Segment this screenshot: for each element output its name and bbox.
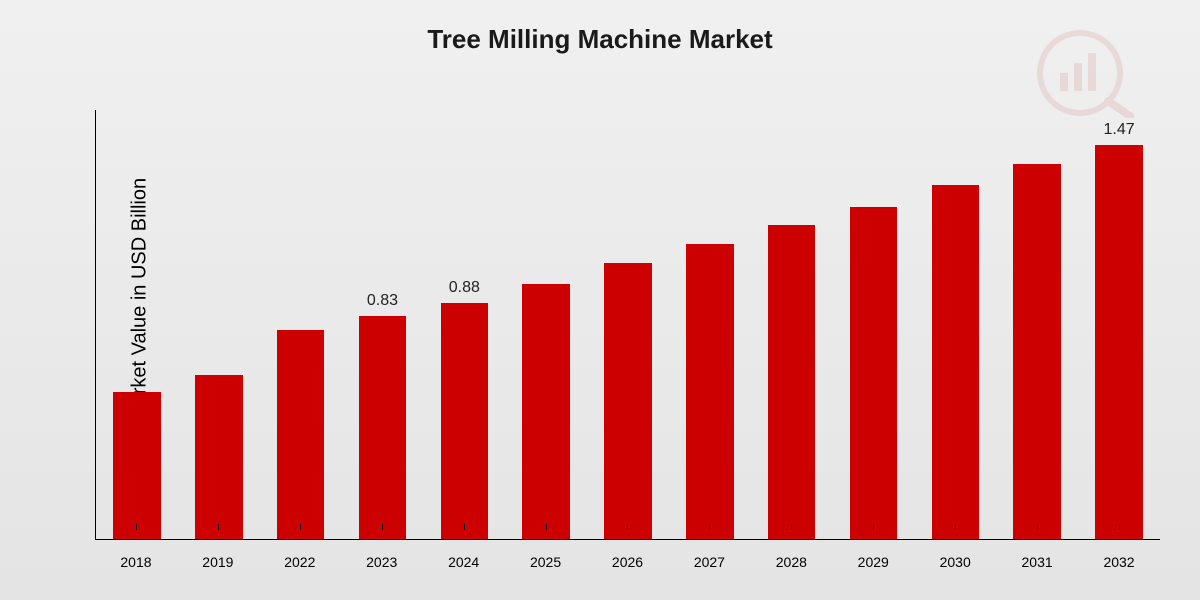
x-tick-wrap: 2030 (914, 554, 996, 570)
bar: 0.83 (359, 316, 406, 539)
x-tick-mark (791, 524, 792, 530)
x-tick-wrap: 2032 (1078, 554, 1160, 570)
x-tick-label: 2018 (95, 554, 177, 570)
x-tick-mark (300, 524, 301, 530)
x-tick-mark (464, 524, 465, 530)
x-tick-wrap: 2025 (505, 554, 587, 570)
x-tick-mark (627, 524, 628, 530)
x-tick-mark (955, 524, 956, 530)
x-tick-label: 2030 (914, 554, 996, 570)
x-axis: 2018201920222023202420252026202720282029… (95, 554, 1160, 570)
x-tick-label: 2025 (505, 554, 587, 570)
x-tick-label: 2028 (750, 554, 832, 570)
x-tick-wrap: 2026 (587, 554, 669, 570)
x-tick-label: 2029 (832, 554, 914, 570)
bar-value-label: 0.83 (367, 292, 398, 310)
x-tick-mark (1119, 524, 1120, 530)
x-tick-label: 2032 (1078, 554, 1160, 570)
x-tick-wrap: 2028 (750, 554, 832, 570)
bar (604, 263, 651, 539)
x-tick-label: 2026 (587, 554, 669, 570)
bar-slot (669, 110, 751, 539)
x-tick-mark (218, 524, 219, 530)
x-tick-wrap: 2027 (668, 554, 750, 570)
bar-slot (751, 110, 833, 539)
x-tick-mark (1037, 524, 1038, 530)
bar (850, 207, 897, 539)
x-tick-mark (709, 524, 710, 530)
x-tick-label: 2019 (177, 554, 259, 570)
x-tick-mark (136, 524, 137, 530)
chart-title: Tree Milling Machine Market (0, 24, 1200, 55)
bar-slot (96, 110, 178, 539)
bar (768, 225, 815, 539)
bar: 0.88 (441, 303, 488, 539)
bar-slot: 0.83 (342, 110, 424, 539)
bar-slot: 0.88 (423, 110, 505, 539)
x-tick-wrap: 2023 (341, 554, 423, 570)
x-tick-mark (873, 524, 874, 530)
x-tick-label: 2027 (668, 554, 750, 570)
bar (195, 375, 242, 539)
bar (686, 244, 733, 539)
x-tick-wrap: 2029 (832, 554, 914, 570)
x-tick-label: 2031 (996, 554, 1078, 570)
bar (277, 330, 324, 539)
x-tick-mark (382, 524, 383, 530)
x-tick-label: 2024 (423, 554, 505, 570)
bar-slot (505, 110, 587, 539)
bar (113, 392, 160, 539)
x-tick-label: 2022 (259, 554, 341, 570)
x-tick-wrap: 2019 (177, 554, 259, 570)
bar (522, 284, 569, 539)
x-tick-wrap: 2022 (259, 554, 341, 570)
x-tick-mark (546, 524, 547, 530)
bar: 1.47 (1095, 145, 1142, 539)
bar-slot (914, 110, 996, 539)
bar-slot (178, 110, 260, 539)
chart-plot-area: 0.83 0.88 1.47 (95, 110, 1160, 540)
bar-value-label: 0.88 (449, 279, 480, 297)
x-tick-wrap: 2031 (996, 554, 1078, 570)
bar-slot (260, 110, 342, 539)
bar-slot (996, 110, 1078, 539)
x-tick-wrap: 2018 (95, 554, 177, 570)
bar (932, 185, 979, 539)
x-tick-wrap: 2024 (423, 554, 505, 570)
x-tick-label: 2023 (341, 554, 423, 570)
bar-value-label: 1.47 (1103, 121, 1134, 139)
bar-container: 0.83 0.88 1.47 (96, 110, 1160, 539)
bar-slot (587, 110, 669, 539)
bar-slot (833, 110, 915, 539)
bar (1013, 164, 1060, 539)
bar-slot: 1.47 (1078, 110, 1160, 539)
